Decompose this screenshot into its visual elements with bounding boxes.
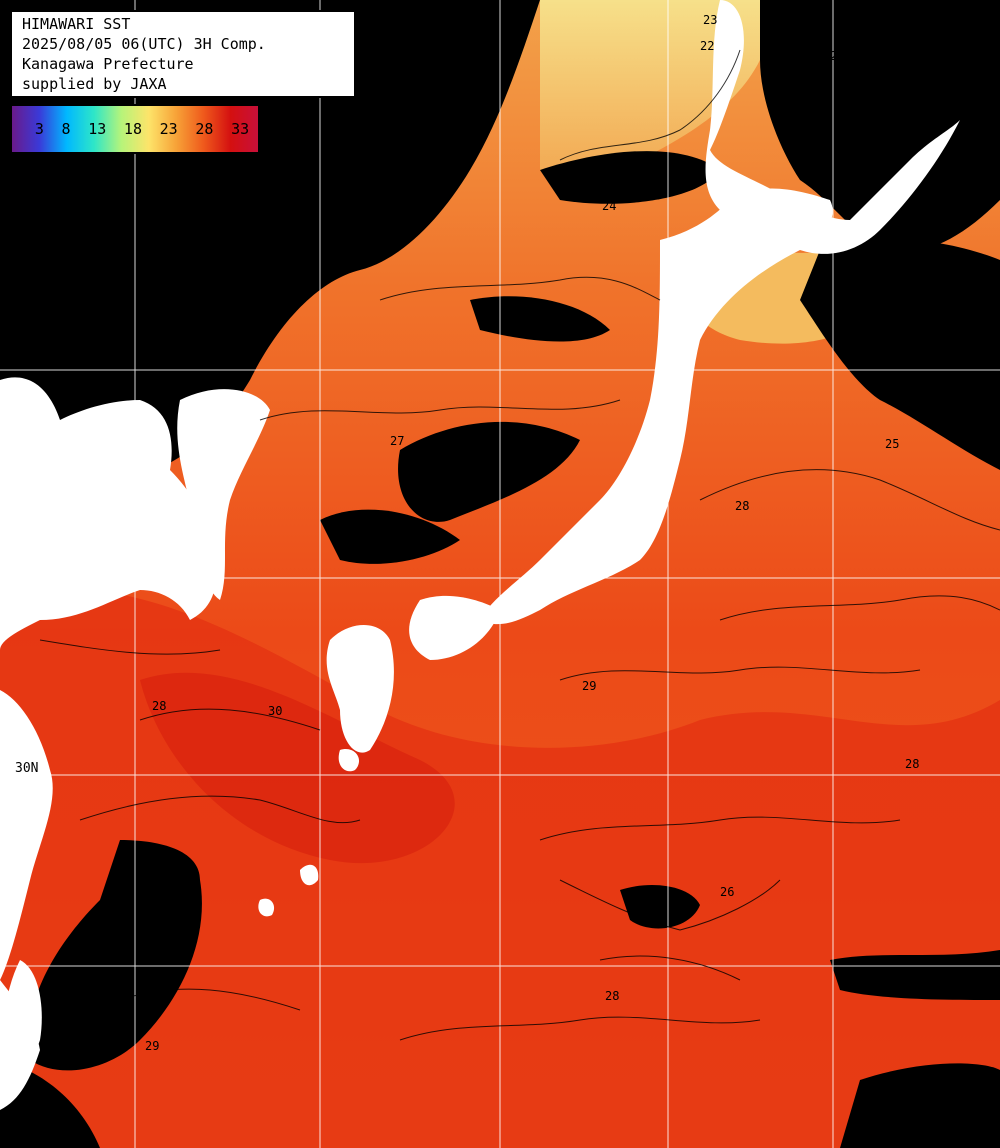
contour-label: 30 (268, 704, 282, 718)
contour-label: 29 (145, 1039, 159, 1053)
legend-tick: 33 (231, 120, 250, 138)
legend-tick: 13 (88, 120, 107, 138)
legend-tick: 23 (159, 120, 178, 138)
contour-label: 28 (735, 499, 749, 513)
contour-label: 22 (700, 39, 714, 53)
map-title-box: HIMAWARI SST 2025/08/05 06(UTC) 3H Comp.… (10, 10, 356, 98)
map-timestamp: 2025/08/05 06(UTC) 3H Comp. (22, 35, 266, 53)
contour-label: 27 (390, 434, 404, 448)
cool-water-north (540, 0, 760, 184)
latitude-label-30n: 30N (15, 761, 38, 776)
contour-label-group: 27 28 29 30 26 25 24 22 21 23 28 28 29 2… (145, 13, 919, 1053)
legend-tick: 18 (123, 120, 142, 138)
contour-label: 28 (605, 989, 619, 1003)
temperature-contours (39, 49, 1000, 1041)
contour-label: 23 (703, 13, 717, 27)
hot-water-patch (140, 672, 455, 864)
map-title: HIMAWARI SST (22, 15, 131, 33)
contour-label: 28 (905, 757, 919, 771)
contour-label: 28 (152, 699, 166, 713)
map-region: Kanagawa Prefecture (22, 55, 194, 73)
contour-label: 21 (830, 49, 844, 63)
legend-tick: 28 (195, 120, 214, 138)
contour-label: 24 (602, 199, 616, 213)
temperature-color-legend: 3 8 13 18 23 28 33 (10, 104, 260, 154)
contour-label: 29 (582, 679, 596, 693)
landmass (0, 0, 960, 1110)
contour-label: 26 (720, 885, 734, 899)
legend-tick: 3 (34, 120, 44, 138)
map-source: supplied by JAXA (22, 75, 167, 93)
legend-tick: 8 (61, 120, 71, 138)
latitude-label-40n: 40N (15, 356, 38, 371)
contour-label: 25 (885, 437, 899, 451)
